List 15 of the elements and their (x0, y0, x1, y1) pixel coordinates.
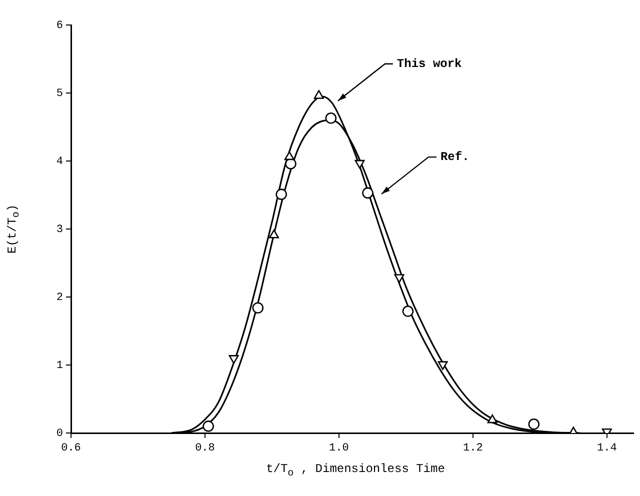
x-tick-label: 0.8 (195, 442, 215, 455)
y-tick-label: 5 (56, 88, 63, 100)
y-tick-label: 0 (56, 428, 63, 440)
annotation: Ref. (440, 150, 470, 164)
x-tick-label: 1.2 (463, 442, 483, 455)
y-tick-label: 2 (56, 292, 63, 304)
x-tick-label: 1.4 (597, 442, 618, 455)
x-tick-label: 1.0 (329, 442, 349, 455)
x-tick-label: 0.6 (61, 442, 81, 455)
annotation: This work (396, 56, 462, 71)
y-tick-label: 4 (56, 156, 64, 168)
x-axis-title: t/T$_{o}$ , Dimensionless Time (265, 462, 446, 480)
y-tick-label: 3 (56, 224, 63, 236)
y-tick-label: 6 (56, 20, 63, 32)
y-tick-label: 1 (56, 360, 64, 372)
